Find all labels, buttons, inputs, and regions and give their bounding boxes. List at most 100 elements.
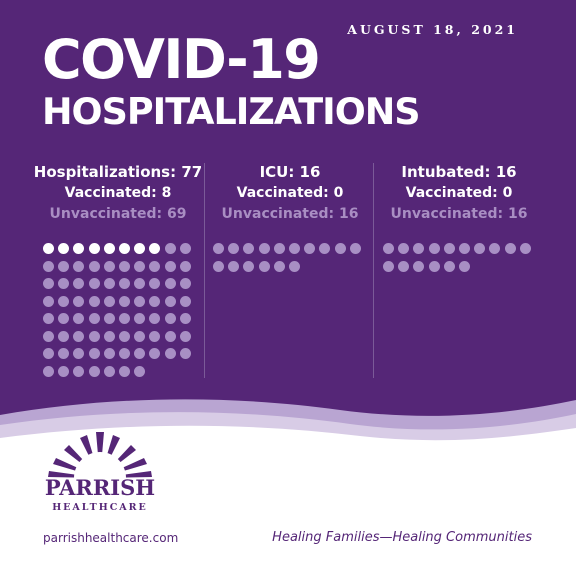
stat-hospitalizations: Hospitalizations: 77 Vaccinated: 8 Unvac… [32, 162, 204, 225]
unvaccinated-dot [73, 313, 85, 324]
unvaccinated-dot [88, 348, 100, 359]
stat-vaccinated: Vaccinated: 8 [64, 185, 172, 201]
unvaccinated-dot [134, 295, 146, 307]
unvaccinated-dot [258, 260, 270, 272]
vaccinated-dot [103, 243, 115, 254]
unvaccinated-dot [88, 278, 100, 289]
unvaccinated-dot [58, 278, 70, 289]
unvaccinated-dot [73, 278, 85, 289]
unvaccinated-dot [179, 260, 191, 272]
stat-icu: ICU: 16 Vaccinated: 0 Unvaccinated: 16 [205, 162, 375, 225]
unvaccinated-dot [273, 243, 285, 254]
column-divider [204, 163, 205, 378]
unvaccinated-dot [164, 278, 176, 289]
unvaccinated-dot [273, 260, 285, 272]
unvaccinated-dot [118, 278, 130, 289]
unvaccinated-dot [134, 313, 146, 324]
unvaccinated-dot [43, 313, 54, 324]
unvaccinated-dot [134, 278, 146, 289]
vaccinated-dot [88, 243, 100, 254]
unvaccinated-dot [164, 313, 176, 324]
stat-intubated: Intubated: 16 Vaccinated: 0 Unvaccinated… [374, 162, 544, 225]
unvaccinated-dot [179, 348, 191, 359]
unvaccinated-dot [58, 260, 70, 272]
unvaccinated-dot [43, 295, 54, 307]
unvaccinated-dot [458, 243, 470, 254]
unvaccinated-dot [334, 243, 346, 254]
unvaccinated-dot [149, 313, 161, 324]
unvaccinated-dot [458, 260, 470, 272]
unvaccinated-dot [164, 330, 176, 342]
unvaccinated-dot [118, 365, 130, 377]
unvaccinated-dot [443, 243, 455, 254]
unvaccinated-dot [398, 260, 410, 272]
stat-unvaccinated: Unvaccinated: 69 [49, 206, 187, 222]
unvaccinated-dot [288, 243, 300, 254]
unvaccinated-dot [134, 365, 146, 377]
unvaccinated-dot [58, 330, 70, 342]
unvaccinated-dot [103, 260, 115, 272]
unvaccinated-dot [58, 348, 70, 359]
logo-subtitle: HEALTHCARE [52, 502, 148, 513]
unvaccinated-dot [103, 295, 115, 307]
vaccinated-dot [43, 243, 54, 254]
unvaccinated-dot [43, 260, 54, 272]
unvaccinated-dot [88, 260, 100, 272]
unvaccinated-dot [228, 243, 240, 254]
unvaccinated-dot [443, 260, 455, 272]
unvaccinated-dot [149, 260, 161, 272]
unvaccinated-dot [58, 313, 70, 324]
stat-heading: Hospitalizations: 77 [33, 163, 203, 181]
unvaccinated-dot [149, 295, 161, 307]
unvaccinated-dot [149, 330, 161, 342]
unvaccinated-dot [43, 348, 54, 359]
unvaccinated-dot [134, 330, 146, 342]
unvaccinated-dot [73, 295, 85, 307]
unvaccinated-dot [319, 243, 331, 254]
stat-heading: ICU: 16 [259, 163, 321, 181]
unvaccinated-dot [213, 260, 224, 272]
unvaccinated-dot [118, 330, 130, 342]
unvaccinated-dot [118, 313, 130, 324]
unvaccinated-dot [88, 365, 100, 377]
unvaccinated-dot [43, 278, 54, 289]
unvaccinated-dot [103, 348, 115, 359]
vaccinated-dot [73, 243, 85, 254]
unvaccinated-dot [118, 295, 130, 307]
unvaccinated-dot [288, 260, 300, 272]
unvaccinated-dot [179, 330, 191, 342]
title-hospitalizations: HOSPITALIZATIONS [42, 90, 421, 133]
unvaccinated-dot [73, 365, 85, 377]
vaccinated-dot [134, 243, 146, 254]
unvaccinated-dot [179, 278, 191, 289]
unvaccinated-dot [179, 295, 191, 307]
unvaccinated-dot [103, 330, 115, 342]
unvaccinated-dot [88, 313, 100, 324]
unvaccinated-dot [258, 243, 270, 254]
hospitalizations-dot-grid [43, 243, 191, 377]
unvaccinated-dot [383, 260, 394, 272]
website-url: parrishhealthcare.com [43, 531, 179, 545]
unvaccinated-dot [413, 260, 425, 272]
unvaccinated-dot [134, 348, 146, 359]
unvaccinated-dot [103, 313, 115, 324]
vaccinated-dot [58, 243, 70, 254]
unvaccinated-dot [428, 243, 440, 254]
unvaccinated-dot [103, 365, 115, 377]
unvaccinated-dot [398, 243, 410, 254]
stat-unvaccinated: Unvaccinated: 16 [390, 206, 528, 222]
unvaccinated-dot [164, 295, 176, 307]
logo-wordmark: PARRISH [45, 475, 155, 500]
stat-heading: Intubated: 16 [401, 163, 517, 181]
unvaccinated-dot [243, 260, 255, 272]
unvaccinated-dot [73, 348, 85, 359]
stat-vaccinated: Vaccinated: 0 [236, 185, 344, 201]
unvaccinated-dot [73, 260, 85, 272]
unvaccinated-dot [489, 243, 501, 254]
unvaccinated-dot [413, 243, 425, 254]
unvaccinated-dot [164, 260, 176, 272]
unvaccinated-dot [73, 330, 85, 342]
unvaccinated-dot [88, 330, 100, 342]
unvaccinated-dot [149, 278, 161, 289]
